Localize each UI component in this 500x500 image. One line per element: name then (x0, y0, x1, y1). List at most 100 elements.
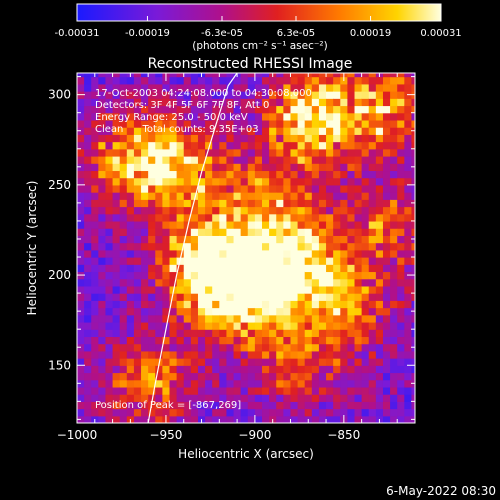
heatmap-cell (382, 379, 391, 388)
heatmap-cell (105, 264, 114, 273)
heatmap-cell (269, 271, 277, 280)
heatmap-cell (354, 141, 363, 150)
heatmap-cell (269, 242, 277, 251)
heatmap-cell (326, 91, 334, 99)
heatmap-cell (382, 83, 391, 92)
heatmap-cell (197, 386, 206, 395)
heatmap-cell (333, 264, 341, 273)
heatmap-cell (390, 249, 398, 258)
heatmap-cell (155, 213, 163, 222)
heatmap-cell (105, 257, 114, 265)
heatmap-cell (105, 329, 114, 338)
heatmap-cell (91, 285, 99, 294)
heatmap-cell (190, 379, 199, 388)
heatmap-cell (176, 285, 185, 294)
heatmap-cell (297, 220, 306, 229)
heatmap-cell (368, 141, 377, 150)
heatmap-cell (77, 73, 85, 78)
heatmap-cell (233, 134, 242, 143)
heatmap-cell (197, 321, 206, 330)
heatmap-cell (397, 415, 405, 423)
heatmap-cell (297, 184, 306, 193)
heatmap-cell (276, 307, 284, 316)
heatmap-cell (262, 105, 270, 114)
heatmap-cell (112, 321, 121, 330)
heatmap-cell (361, 372, 370, 381)
heatmap-cell (226, 372, 235, 381)
heatmap-cell (311, 271, 320, 280)
heatmap-cell (254, 257, 263, 265)
heatmap-cell (326, 358, 334, 366)
heatmap-cell (397, 184, 405, 193)
heatmap-cell (347, 257, 356, 265)
heatmap-cell (390, 184, 398, 193)
heatmap-cell (141, 408, 149, 417)
heatmap-cell (141, 76, 149, 85)
heatmap-cell (233, 83, 242, 92)
heatmap-cell (368, 192, 377, 200)
heatmap-cell (233, 148, 242, 157)
heatmap-cell (326, 386, 334, 395)
heatmap-cell (233, 293, 242, 301)
heatmap-cell (205, 314, 213, 323)
heatmap-cell (212, 98, 220, 107)
heatmap-cell (290, 321, 299, 330)
heatmap-cell (304, 134, 313, 143)
heatmap-cell (212, 358, 220, 366)
heatmap-cell (276, 358, 284, 366)
heatmap-cell (361, 350, 370, 359)
heatmap-cell (119, 192, 128, 200)
heatmap-cell (397, 314, 405, 323)
heatmap-cell (126, 329, 135, 338)
heatmap-cell (311, 379, 320, 388)
heatmap-cell (112, 271, 121, 280)
heatmap-cell (361, 343, 370, 352)
heatmap-cell (390, 177, 398, 186)
heatmap-cell (283, 408, 292, 417)
heatmap-cell (240, 220, 249, 229)
heatmap-cell (119, 242, 128, 251)
heatmap-cell (169, 379, 178, 388)
heatmap-cell (126, 365, 135, 374)
heatmap-cell (333, 119, 341, 128)
heatmap-cell (340, 314, 348, 323)
heatmap-cell (162, 343, 171, 352)
heatmap-cell (105, 293, 114, 301)
heatmap-cell (262, 350, 270, 359)
heatmap-cell (212, 285, 220, 294)
heatmap-cell (112, 119, 121, 128)
heatmap-cell (162, 155, 171, 164)
heatmap-cell (304, 264, 313, 273)
heatmap-cell (340, 119, 348, 128)
heatmap-cell (254, 415, 263, 423)
heatmap-cell (283, 242, 292, 251)
heatmap-cell (240, 206, 249, 215)
heatmap-cell (212, 163, 220, 172)
heatmap-cell (141, 206, 149, 215)
heatmap-cell (276, 177, 284, 186)
heatmap-cell (126, 134, 135, 143)
heatmap-cell (311, 76, 320, 85)
heatmap-cell (162, 264, 171, 273)
heatmap-cell (340, 379, 348, 388)
heatmap-cell (304, 148, 313, 157)
heatmap-cell (112, 192, 121, 200)
heatmap-cell (91, 148, 99, 157)
heatmap-cell (162, 329, 171, 338)
heatmap-cell (404, 264, 413, 273)
heatmap-cell (269, 220, 277, 229)
heatmap-cell (91, 307, 99, 316)
heatmap-cell (361, 365, 370, 374)
heatmap-cell (119, 98, 128, 107)
heatmap-cell (368, 386, 377, 395)
heatmap-cell (226, 379, 235, 388)
heatmap-cell (112, 163, 121, 172)
heatmap-cell (247, 76, 256, 85)
heatmap-cell (141, 127, 149, 135)
heatmap-cell (141, 83, 149, 92)
heatmap-cell (304, 192, 313, 200)
heatmap-cell (183, 365, 192, 374)
heatmap-cell (119, 408, 128, 417)
heatmap-cell (247, 73, 256, 78)
heatmap-cell (112, 148, 121, 157)
